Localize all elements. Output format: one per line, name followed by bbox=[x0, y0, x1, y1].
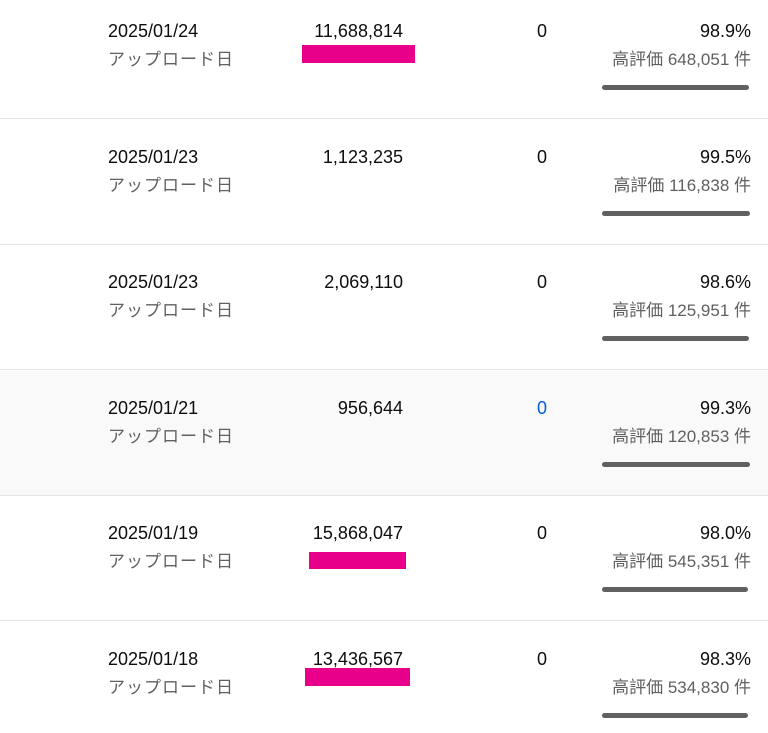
upload-date: 2025/01/24 bbox=[108, 21, 199, 41]
table-row: 2025/01/23 アップロード日 2,069,110 0 98.6% 高評価 125,… bbox=[0, 245, 768, 370]
like-ratio: 98.3% bbox=[699, 648, 751, 669]
like-count: 高評価 534,830 件 bbox=[612, 677, 751, 697]
ratio-track bbox=[602, 85, 751, 90]
comments: 0 bbox=[536, 523, 547, 543]
views: 2,069,110 bbox=[324, 272, 403, 292]
like-count: 高評価 648,051 件 bbox=[612, 50, 751, 69]
ratio-bar bbox=[602, 85, 750, 90]
ratio-bar bbox=[602, 210, 751, 216]
redaction bbox=[309, 552, 406, 569]
table-row: 2025/01/24 アップロード日 11,688,814 0 98.9% 高評価 648… bbox=[0, 0, 768, 119]
redaction bbox=[302, 45, 415, 63]
comments: 0 bbox=[536, 146, 547, 167]
upload-date: 2025/01/18 bbox=[108, 648, 199, 669]
views: 15,868,047 bbox=[312, 523, 403, 543]
views: 956,644 bbox=[337, 397, 403, 418]
ratio-bar bbox=[602, 587, 749, 592]
ratio-track bbox=[602, 461, 751, 467]
comments: 0 bbox=[536, 21, 547, 41]
like-count: 高評価 120,853 件 bbox=[612, 426, 751, 446]
like-ratio: 98.9% bbox=[699, 21, 751, 41]
redaction bbox=[305, 667, 410, 686]
table-row: 2025/01/18 アップロード日 13,436,567 0 98.3% 高評価 534… bbox=[0, 622, 768, 733]
ratio-bar bbox=[602, 712, 749, 718]
comments[interactable]: 0 bbox=[536, 397, 547, 418]
ratio-bar bbox=[602, 336, 749, 341]
ratio-track bbox=[602, 712, 751, 718]
ratio-track bbox=[602, 336, 751, 341]
like-ratio: 99.3% bbox=[699, 397, 751, 418]
table-row: 2025/01/23 アップロード日 1,123,235 0 99.5% 高評価 116,… bbox=[0, 120, 768, 245]
ratio-track bbox=[602, 587, 751, 592]
ratio-track bbox=[602, 210, 751, 216]
like-count: 高評価 545,351 件 bbox=[612, 552, 751, 571]
views: 13,436,567 bbox=[312, 648, 403, 669]
ratio-bar bbox=[602, 461, 750, 467]
upload-date: 2025/01/21 bbox=[108, 397, 199, 418]
table-row: 2025/01/19 アップロード日 15,868,047 0 98.0% 高評価 545… bbox=[0, 496, 768, 621]
comments: 0 bbox=[536, 648, 547, 669]
upload-date: 2025/01/19 bbox=[108, 523, 199, 543]
views: 1,123,235 bbox=[322, 146, 403, 167]
like-count: 高評価 125,951 件 bbox=[612, 301, 751, 320]
like-count: 高評価 116,838 件 bbox=[613, 175, 751, 195]
date-label: アップロード日 bbox=[108, 50, 234, 69]
date-label: アップロード日 bbox=[108, 301, 234, 320]
comments: 0 bbox=[536, 272, 547, 292]
upload-date: 2025/01/23 bbox=[108, 272, 199, 292]
like-ratio: 99.5% bbox=[699, 146, 751, 167]
like-ratio: 98.0% bbox=[699, 523, 751, 543]
table-row: 2025/01/21 アップロード日 956,644 0 99.3% 高評価 120,85… bbox=[0, 370, 768, 496]
date-label: アップロード日 bbox=[108, 426, 234, 446]
date-label: アップロード日 bbox=[108, 677, 234, 697]
date-label: アップロード日 bbox=[108, 552, 234, 571]
like-ratio: 98.6% bbox=[699, 272, 751, 292]
upload-date: 2025/01/23 bbox=[108, 146, 199, 167]
date-label: アップロード日 bbox=[108, 175, 234, 195]
views: 11,688,814 bbox=[314, 21, 403, 41]
